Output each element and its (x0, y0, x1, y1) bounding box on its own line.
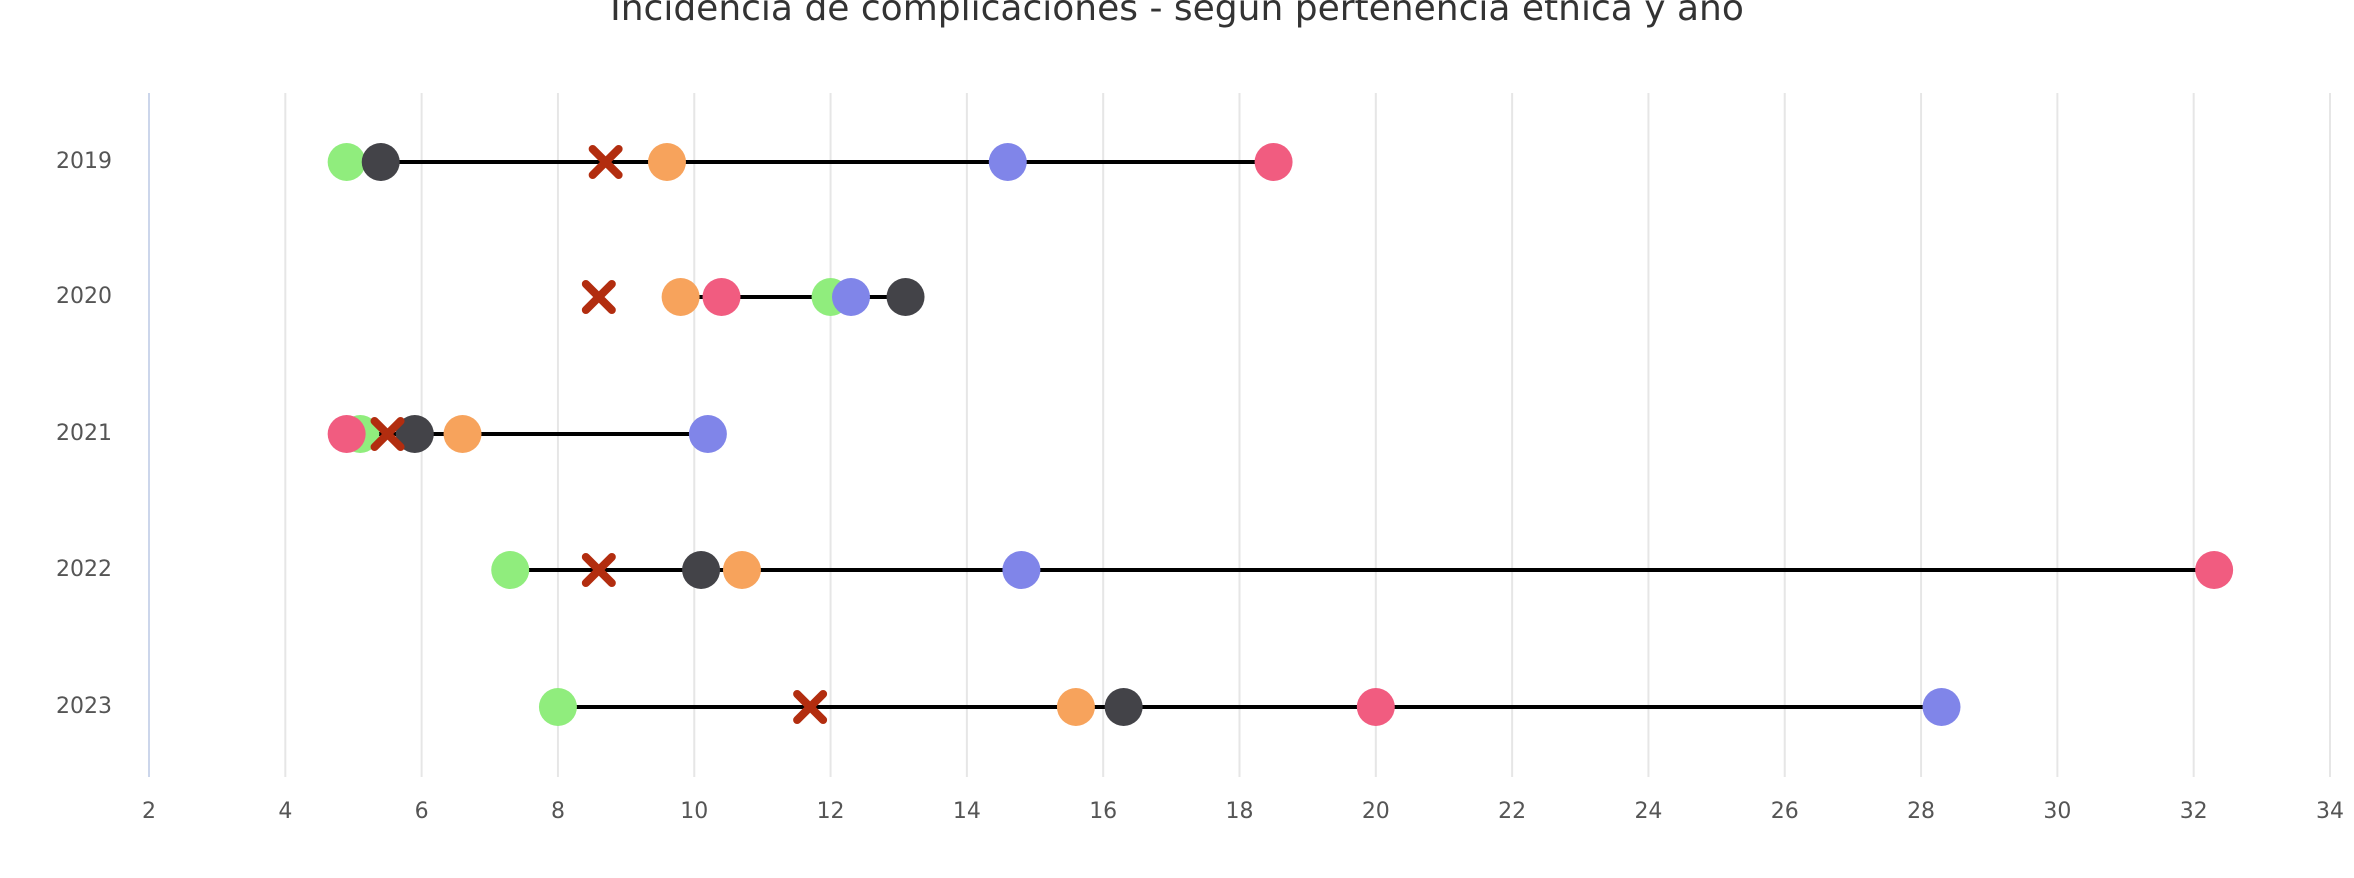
x-tick-label: 4 (278, 799, 292, 824)
x-marker (793, 690, 828, 724)
x-marker (581, 280, 616, 314)
x-tick-label: 32 (2180, 799, 2208, 824)
dot (682, 551, 721, 589)
x-marker (588, 145, 623, 179)
dot (2195, 551, 2234, 589)
dot (832, 278, 871, 316)
y-tick-label: 2021 (56, 421, 112, 446)
dot (988, 143, 1027, 181)
x-tick-label: 26 (1771, 799, 1799, 824)
x-marker (370, 417, 405, 451)
x-tick-label: 6 (415, 799, 429, 824)
dot (1104, 688, 1143, 726)
dot (538, 688, 577, 726)
x-tick-label: 10 (680, 799, 708, 824)
dot (395, 415, 434, 453)
dot (702, 278, 741, 316)
dot (491, 551, 530, 589)
chart-title: Incidencia de complicaciones - según per… (610, 0, 1744, 29)
x-tick-label: 20 (1362, 799, 1390, 824)
dot (1356, 688, 1395, 726)
x-tick-label: 8 (551, 799, 565, 824)
dot (327, 143, 366, 181)
x-tick-label: 18 (1226, 799, 1254, 824)
y-tick-label: 2022 (56, 557, 112, 582)
dot (886, 278, 925, 316)
dot (443, 415, 482, 453)
dot (722, 551, 761, 589)
x-tick-label: 30 (2043, 799, 2071, 824)
dot (1002, 551, 1041, 589)
dot (647, 143, 686, 181)
dot (361, 143, 400, 181)
dot (1922, 688, 1961, 726)
dot (327, 415, 366, 453)
y-tick-label: 2023 (56, 694, 112, 719)
dot (688, 415, 727, 453)
x-tick-label: 12 (817, 799, 845, 824)
y-tick-label: 2020 (56, 284, 112, 309)
x-tick-label: 2 (142, 799, 156, 824)
dot (661, 278, 700, 316)
x-tick-label: 24 (1634, 799, 1662, 824)
x-marker (581, 553, 616, 587)
dot (1056, 688, 1095, 726)
x-tick-label: 16 (1089, 799, 1117, 824)
x-tick-label: 14 (953, 799, 981, 824)
x-tick-label: 22 (1498, 799, 1526, 824)
x-tick-label: 28 (1907, 799, 1935, 824)
dot (1254, 143, 1293, 181)
x-tick-label: 34 (2316, 799, 2344, 824)
y-tick-label: 2019 (56, 149, 112, 174)
